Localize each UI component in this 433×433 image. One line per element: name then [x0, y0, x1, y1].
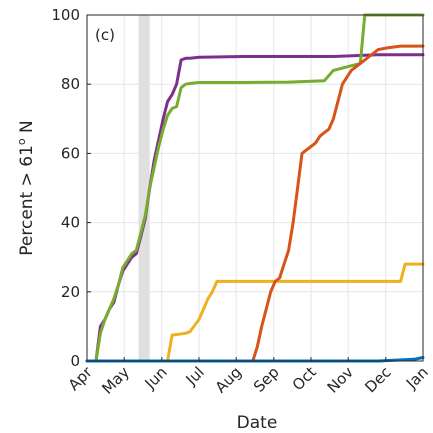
x-tick-label: Oct: [289, 363, 320, 394]
y-tick-label: 40: [61, 214, 80, 232]
x-tick-label: May: [98, 363, 133, 398]
shaded-band: [138, 15, 150, 361]
y-tick-label: 20: [61, 283, 80, 301]
y-axis-title: Percent > 61o N: [15, 120, 37, 256]
y-axis-title-main: Percent > 61: [17, 145, 37, 256]
x-tick-label: Jun: [141, 363, 171, 393]
y-axis-title-sup: o: [15, 138, 28, 145]
y-tick-label: 100: [51, 6, 80, 24]
y-tick-label: 80: [61, 75, 80, 93]
y-axis-title-suffix: N: [17, 120, 37, 138]
axes-frame: [86, 14, 424, 362]
y-tick-label: 60: [61, 144, 80, 162]
x-tick-label: Jul: [182, 363, 208, 389]
series-line-2: [94, 13, 425, 363]
x-axis-title: Date: [237, 413, 278, 433]
plot-background: [87, 15, 423, 361]
y-tick-label: 0: [70, 352, 80, 370]
x-tick-label: Dec: [361, 363, 394, 396]
x-tick-label: Sep: [250, 363, 283, 396]
panel-label: (c): [95, 26, 115, 44]
x-tick-label: Nov: [324, 363, 358, 397]
series-line-4: [85, 44, 425, 363]
x-tick-label: Aug: [212, 363, 245, 396]
x-tick-label: Jan: [402, 363, 432, 393]
